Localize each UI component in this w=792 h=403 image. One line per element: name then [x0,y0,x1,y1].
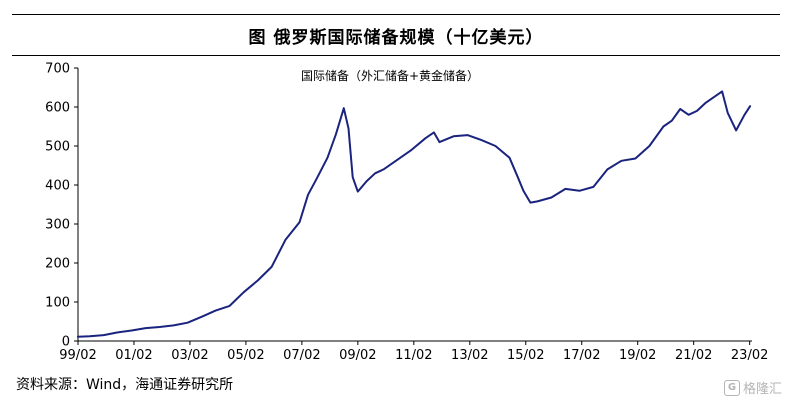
y-tick-label: 100 [45,296,70,311]
y-tick-label: 400 [45,179,70,194]
y-tick-label: 700 [45,62,70,77]
watermark-text: 格隆汇 [742,382,782,397]
x-tick-label: 01/02 [115,348,152,363]
x-tick-label: 15/02 [507,348,544,363]
chart-series [76,90,752,338]
x-tick-label: 23/02 [731,348,768,363]
x-tick-label: 17/02 [563,348,600,363]
x-tick-label: 11/02 [395,348,432,363]
x-tick-label: 03/02 [171,348,208,363]
page-title: 图 俄罗斯国际储备规模（十亿美元） [248,27,544,48]
x-tick-label: 09/02 [339,348,376,363]
x-tick-label: 05/02 [227,348,264,363]
y-tick-label: 0 [62,335,70,350]
watermark: G 格隆汇 [723,378,782,397]
x-tick-label: 13/02 [451,348,488,363]
y-tick-label: 500 [45,140,70,155]
y-tick-label: 600 [45,101,70,116]
g-logo-icon: G [723,379,740,396]
chart-title: 国际储备（外汇储备+黄金储备） [301,68,479,83]
x-tick-label: 19/02 [619,348,656,363]
x-tick-label: 07/02 [283,348,320,363]
series-line [76,90,752,338]
chart-axes [77,68,752,342]
x-tick-label: 99/02 [59,348,96,363]
title-bar: 图 俄罗斯国际储备规模（十亿美元） [12,14,780,56]
y-tick-label: 300 [45,218,70,233]
source-note: 资料来源：Wind，海通证券研究所 [16,377,234,393]
y-tick-label: 200 [45,257,70,272]
chart-ticks: 0 100 200 300 400 500 600 700 99/02 01/02 03/02 05/… [45,62,768,364]
x-tick-label: 21/02 [675,348,712,363]
